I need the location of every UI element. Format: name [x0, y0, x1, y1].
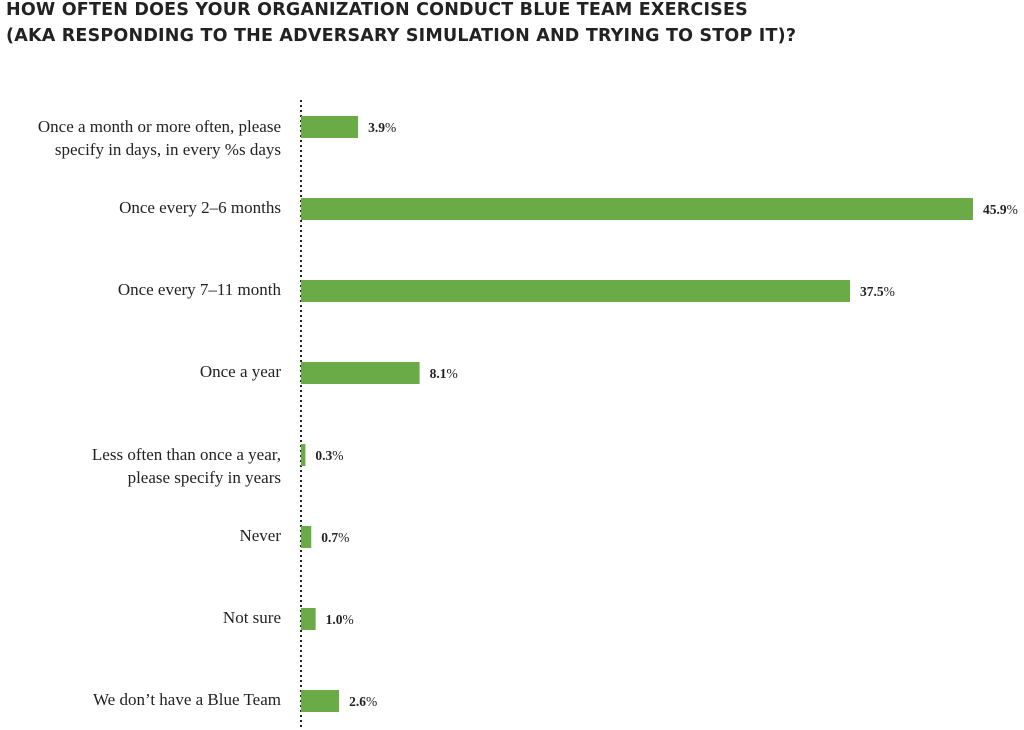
- category-label-5: Never: [239, 526, 281, 545]
- value-label-5: 0.7%: [321, 530, 349, 545]
- bar-6: [301, 608, 316, 630]
- category-label-3: Once a year: [200, 362, 282, 381]
- value-label-3: 8.1%: [430, 366, 458, 381]
- category-label-0: Once a month or more often, please specif…: [38, 117, 281, 159]
- chart-subtitle: (AKA RESPONDING TO THE ADVERSARY SIMULAT…: [6, 26, 797, 46]
- bar-3: [301, 362, 420, 384]
- value-label-2: 37.5%: [860, 284, 895, 299]
- bar-4: [301, 444, 306, 466]
- bar-1: [301, 198, 973, 220]
- value-label-0: 3.9%: [368, 120, 396, 135]
- category-label-6: Not sure: [223, 608, 281, 627]
- bar-7: [301, 690, 340, 712]
- value-label-1: 45.9%: [983, 202, 1018, 217]
- category-label-1: Once every 2–6 months: [119, 198, 281, 217]
- bar-5: [301, 526, 312, 548]
- bar-0: [301, 116, 359, 138]
- value-label-7: 2.6%: [349, 694, 377, 709]
- bars: 3.9% Once a month or more often, please sp…: [38, 116, 1018, 712]
- value-label-4: 0.3%: [315, 448, 343, 463]
- category-label-7: We don’t have a Blue Team: [93, 690, 281, 709]
- value-label-6: 1.0%: [326, 612, 354, 627]
- chart-title: HOW OFTEN DOES YOUR ORGANIZATION CONDUCT…: [6, 0, 748, 20]
- category-label-4: Less often than once a year, please speci…: [92, 445, 281, 487]
- category-label-2: Once every 7–11 month: [118, 280, 282, 299]
- bar-2: [301, 280, 851, 302]
